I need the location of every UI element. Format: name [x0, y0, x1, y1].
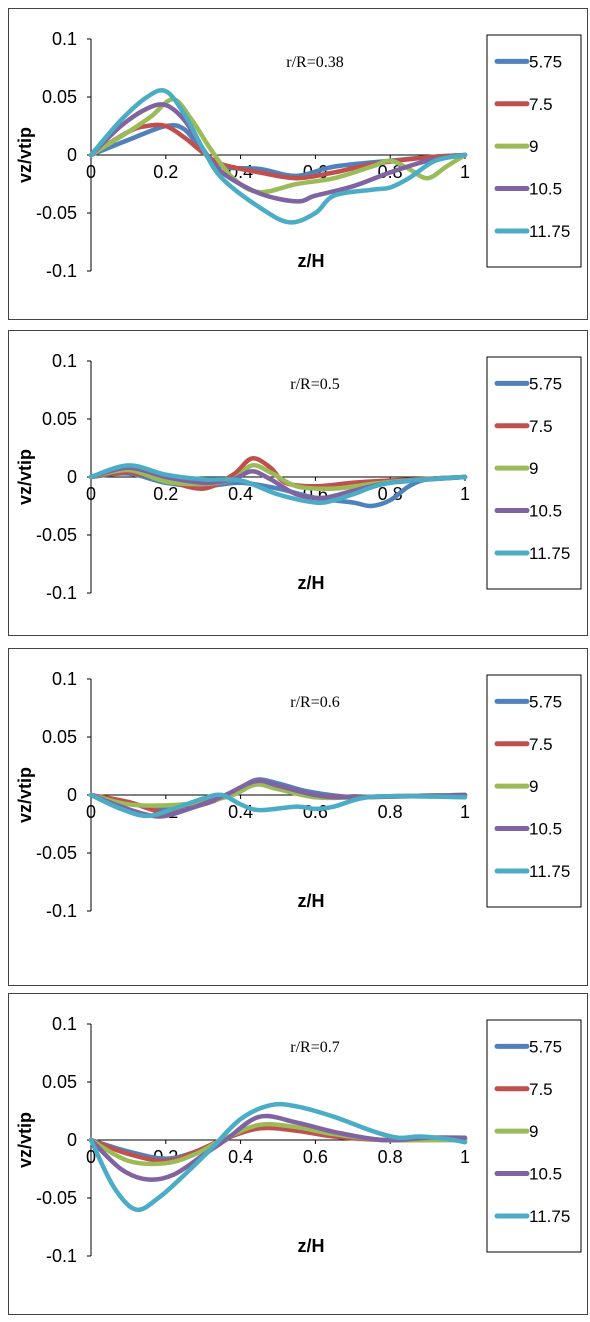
y-tick-label: -0.05: [36, 525, 77, 545]
legend-label: 9: [529, 459, 538, 478]
chart-svg-3: 0.10.050-0.05-0.10 0.2 0.4 0.6 0.8 1r/R=0.6z/…: [15, 669, 582, 921]
chart-panel-1: 0.1 0.05 0 -0.05 -0.1 0 0.2 0.4 0.6 0.8 1 r/R=0.38 z…: [8, 8, 588, 320]
x-tick-label: 0.2: [153, 484, 178, 504]
y-tick-label: -0.05: [36, 203, 77, 223]
legend-label: 9: [529, 1122, 538, 1141]
x-tick-label: 0.8: [378, 802, 403, 822]
legend-label: 5.75: [529, 692, 562, 711]
legend-label: 10.5: [529, 502, 562, 521]
series-line-11.75: [88, 87, 468, 225]
y-tick-label: 0.05: [42, 727, 77, 747]
y-tick-label: 0: [67, 1130, 77, 1150]
y-tick-label: -0.1: [46, 901, 77, 921]
y-tick-label: -0.05: [36, 843, 77, 863]
legend-box: [486, 356, 582, 590]
series-line-10.5: [88, 778, 468, 819]
y-tick-label: 0.1: [52, 351, 77, 371]
legend-box: [486, 674, 582, 908]
legend-label: 5.75: [529, 374, 562, 393]
chart-title: r/R=0.6: [290, 694, 339, 711]
y-tick-label: -0.05: [36, 1188, 77, 1208]
x-tick-label: 0.6: [303, 802, 328, 822]
series-line-10.5: [88, 102, 468, 204]
chart-panel-2: 0.1 0.05 0 -0.05 -0.1 0 0.2 0.4 0.6 0.8 1 r/R=0.5 z/…: [8, 330, 588, 636]
chart-title: r/R=0.38: [286, 54, 343, 71]
legend-label: 10.5: [529, 180, 562, 199]
x-tick-label: 0: [86, 802, 96, 822]
legend-label: 9: [529, 137, 538, 156]
legend-label: 10.5: [529, 1165, 562, 1184]
chart-svg-2: 0.10.050-0.05-0.10 0.2 0.4 0.6 0.8 1r/R=0.5z/…: [15, 351, 582, 603]
y-tick-label: 0.1: [52, 29, 77, 49]
x-axis-label: z/H: [298, 573, 325, 593]
legend-label: 7.5: [529, 95, 553, 114]
x-tick-label: 1: [460, 802, 470, 822]
legend-label: 11.75: [529, 862, 570, 881]
legend-label: 7.5: [529, 417, 553, 436]
legend-label: 7.5: [529, 1080, 553, 1099]
y-tick-label: 0: [67, 467, 77, 487]
x-tick-label: 0.8: [378, 484, 403, 504]
series-line-11.75: [88, 792, 468, 819]
legend-label: 11.75: [529, 1207, 570, 1226]
x-tick-label: 1: [460, 162, 470, 182]
y-tick-label: 0.1: [52, 669, 77, 689]
x-tick-label: 0.4: [228, 1147, 253, 1167]
legend-label: 5.75: [529, 52, 562, 71]
x-tick-label: 0: [86, 484, 96, 504]
chart-title: r/R=0.7: [290, 1039, 339, 1056]
legend-label: 10.5: [529, 820, 562, 839]
y-axis-label: vz/vtip: [15, 127, 35, 183]
y-tick-label: 0.05: [42, 1072, 77, 1092]
x-tick-label: 0.8: [378, 1147, 403, 1167]
x-tick-label: 0.6: [303, 1147, 328, 1167]
y-tick-label: -0.1: [46, 261, 77, 281]
chart-panel-4: 0.1 0.05 0 -0.05 -0.1 0 0.2 0.4 0.6 0.8 1 r/R=0.7 z/…: [8, 993, 588, 1315]
x-tick-label: 1: [460, 484, 470, 504]
series-line-10.5: [88, 1113, 468, 1182]
y-axis-label: vz/vtip: [15, 449, 35, 505]
y-tick-label: -0.1: [46, 583, 77, 603]
legend-label: 11.75: [529, 222, 570, 241]
x-axis-label: z/H: [298, 891, 325, 911]
chart-title: r/R=0.5: [290, 376, 339, 393]
legend-label: 11.75: [529, 544, 570, 563]
chart-svg-4: 0.10.050-0.05-0.10 0.2 0.4 0.6 0.8 1r/R=0.7z/…: [15, 1014, 582, 1266]
y-tick-label: 0: [67, 145, 77, 165]
y-tick-label: -0.1: [46, 1246, 77, 1266]
x-tick-label: 0: [86, 1147, 96, 1167]
y-tick-label: 0.1: [52, 1014, 77, 1034]
series-line-11.75: [88, 463, 468, 506]
legend-label: 5.75: [529, 1037, 562, 1056]
y-tick-label: 0: [67, 785, 77, 805]
legend-box: [486, 1019, 582, 1253]
legend-box: [486, 34, 582, 268]
y-axis-label: vz/vtip: [15, 1112, 35, 1168]
chart-panel-3: 0.1 0.05 0 -0.05 -0.1 0 0.2 0.4 0.6 0.8 1 r/R=0.6 z/…: [8, 648, 588, 986]
x-tick-label: 0.4: [228, 484, 253, 504]
y-tick-label: 0.05: [42, 409, 77, 429]
x-tick-label: 1: [460, 1147, 470, 1167]
x-axis-label: z/H: [298, 251, 325, 271]
legend-label: 9: [529, 777, 538, 796]
y-tick-label: 0.05: [42, 87, 77, 107]
x-axis-label: z/H: [298, 1236, 325, 1256]
x-tick-label: 0.2: [153, 162, 178, 182]
x-tick-label: 0: [86, 162, 96, 182]
legend-label: 7.5: [529, 735, 553, 754]
y-axis-label: vz/vtip: [15, 767, 35, 823]
series-line-11.75: [88, 1101, 468, 1213]
chart-svg-1: 0.10.050-0.05-0.10 0.2 0.4 0.6 0.8 1r/R=0.38z…: [15, 29, 582, 281]
